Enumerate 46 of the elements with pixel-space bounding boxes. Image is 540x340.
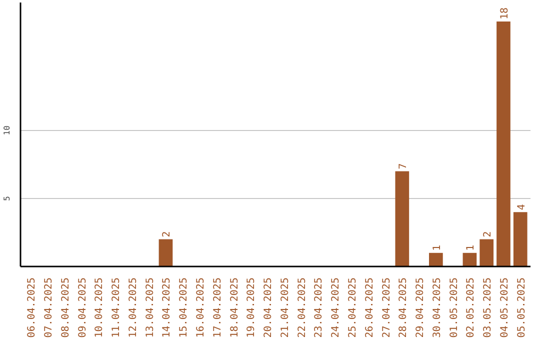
- x-tick-label: 13.04.2025: [144, 277, 156, 338]
- x-tick-label: 10.04.2025: [94, 277, 106, 338]
- x-tick-label: 08.04.2025: [60, 277, 72, 338]
- x-tick-label: 19.04.2025: [246, 277, 258, 338]
- x-tick-label: 17.04.2025: [212, 277, 224, 338]
- bar: [513, 212, 528, 266]
- x-tick-label: 23.04.2025: [314, 277, 325, 338]
- data-label: 1: [466, 244, 477, 251]
- data-label: 4: [516, 204, 528, 210]
- bar: [158, 239, 173, 266]
- y-tick-label: 5: [2, 196, 12, 201]
- bar: [395, 171, 410, 266]
- bar: [462, 252, 477, 266]
- x-tick-label: 04.05.2025: [499, 277, 510, 338]
- data-label: 2: [482, 231, 494, 238]
- x-tick-label: 02.05.2025: [466, 277, 477, 338]
- x-tick-label: 21.04.2025: [280, 277, 291, 338]
- y-tick-label: 10: [2, 125, 12, 136]
- bar: [496, 22, 510, 266]
- x-tick-label: 03.05.2025: [482, 277, 494, 338]
- x-tick-label: 07.04.2025: [44, 277, 55, 338]
- x-tick-label: 09.04.2025: [77, 277, 88, 338]
- x-tick-label: 16.04.2025: [196, 277, 207, 338]
- x-tick-label: 15.04.2025: [178, 277, 190, 338]
- x-tick-label: 27.04.2025: [381, 277, 392, 338]
- data-label: 18: [499, 8, 510, 20]
- x-tick-label: 24.04.2025: [330, 277, 342, 338]
- x-tick-label: 26.04.2025: [364, 277, 376, 338]
- x-tick-label: 22.04.2025: [296, 277, 308, 338]
- x-tick-label: 14.04.2025: [162, 277, 173, 338]
- x-tick-label: 20.04.2025: [263, 277, 274, 338]
- data-label: 1: [432, 244, 443, 251]
- x-tick-label: 11.04.2025: [111, 277, 122, 338]
- x-tick-label: 28.04.2025: [398, 277, 410, 338]
- x-tick-label: 29.04.2025: [415, 277, 426, 338]
- x-tick-label: 06.04.2025: [26, 277, 38, 338]
- data-label: 7: [398, 163, 410, 170]
- x-tick-label: 01.05.2025: [448, 277, 460, 338]
- x-tick-label: 25.04.2025: [347, 277, 358, 338]
- x-tick-label: 05.05.2025: [516, 277, 528, 338]
- bar: [480, 239, 494, 266]
- bar: [429, 252, 443, 266]
- x-tick-label: 30.04.2025: [432, 277, 443, 338]
- x-tick-label: 12.04.2025: [128, 277, 139, 338]
- data-label: 2: [162, 231, 173, 238]
- x-tick-label: 18.04.2025: [229, 277, 240, 338]
